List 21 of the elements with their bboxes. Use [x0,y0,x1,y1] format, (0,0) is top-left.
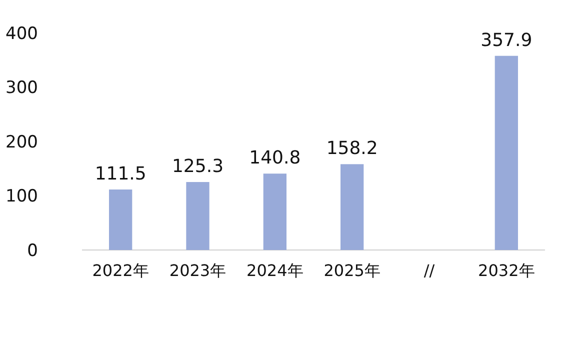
x-tick-label: 2025年 [324,261,380,280]
y-tick-label: 300 [6,78,38,98]
bar [494,56,518,250]
x-tick-label: 2023年 [169,261,226,280]
data-label: 111.5 [94,164,146,185]
bar [340,164,364,250]
y-tick-label: 100 [6,186,38,207]
y-tick-label: 400 [6,24,38,44]
y-tick-label: 0 [27,240,38,261]
x-tick-label: 2024年 [246,261,304,280]
data-label: 125.3 [172,156,224,178]
x-tick-label: 2032年 [478,261,535,280]
y-tick-label: 200 [6,132,38,152]
bar [109,190,132,250]
x-tick-label: 2022年 [92,261,149,280]
data-label: 357.9 [480,30,532,51]
data-label: 140.8 [249,148,301,169]
bar [263,174,286,250]
data-label: 158.2 [326,138,378,160]
bar [186,182,210,250]
x-tick-label: // [424,261,436,280]
